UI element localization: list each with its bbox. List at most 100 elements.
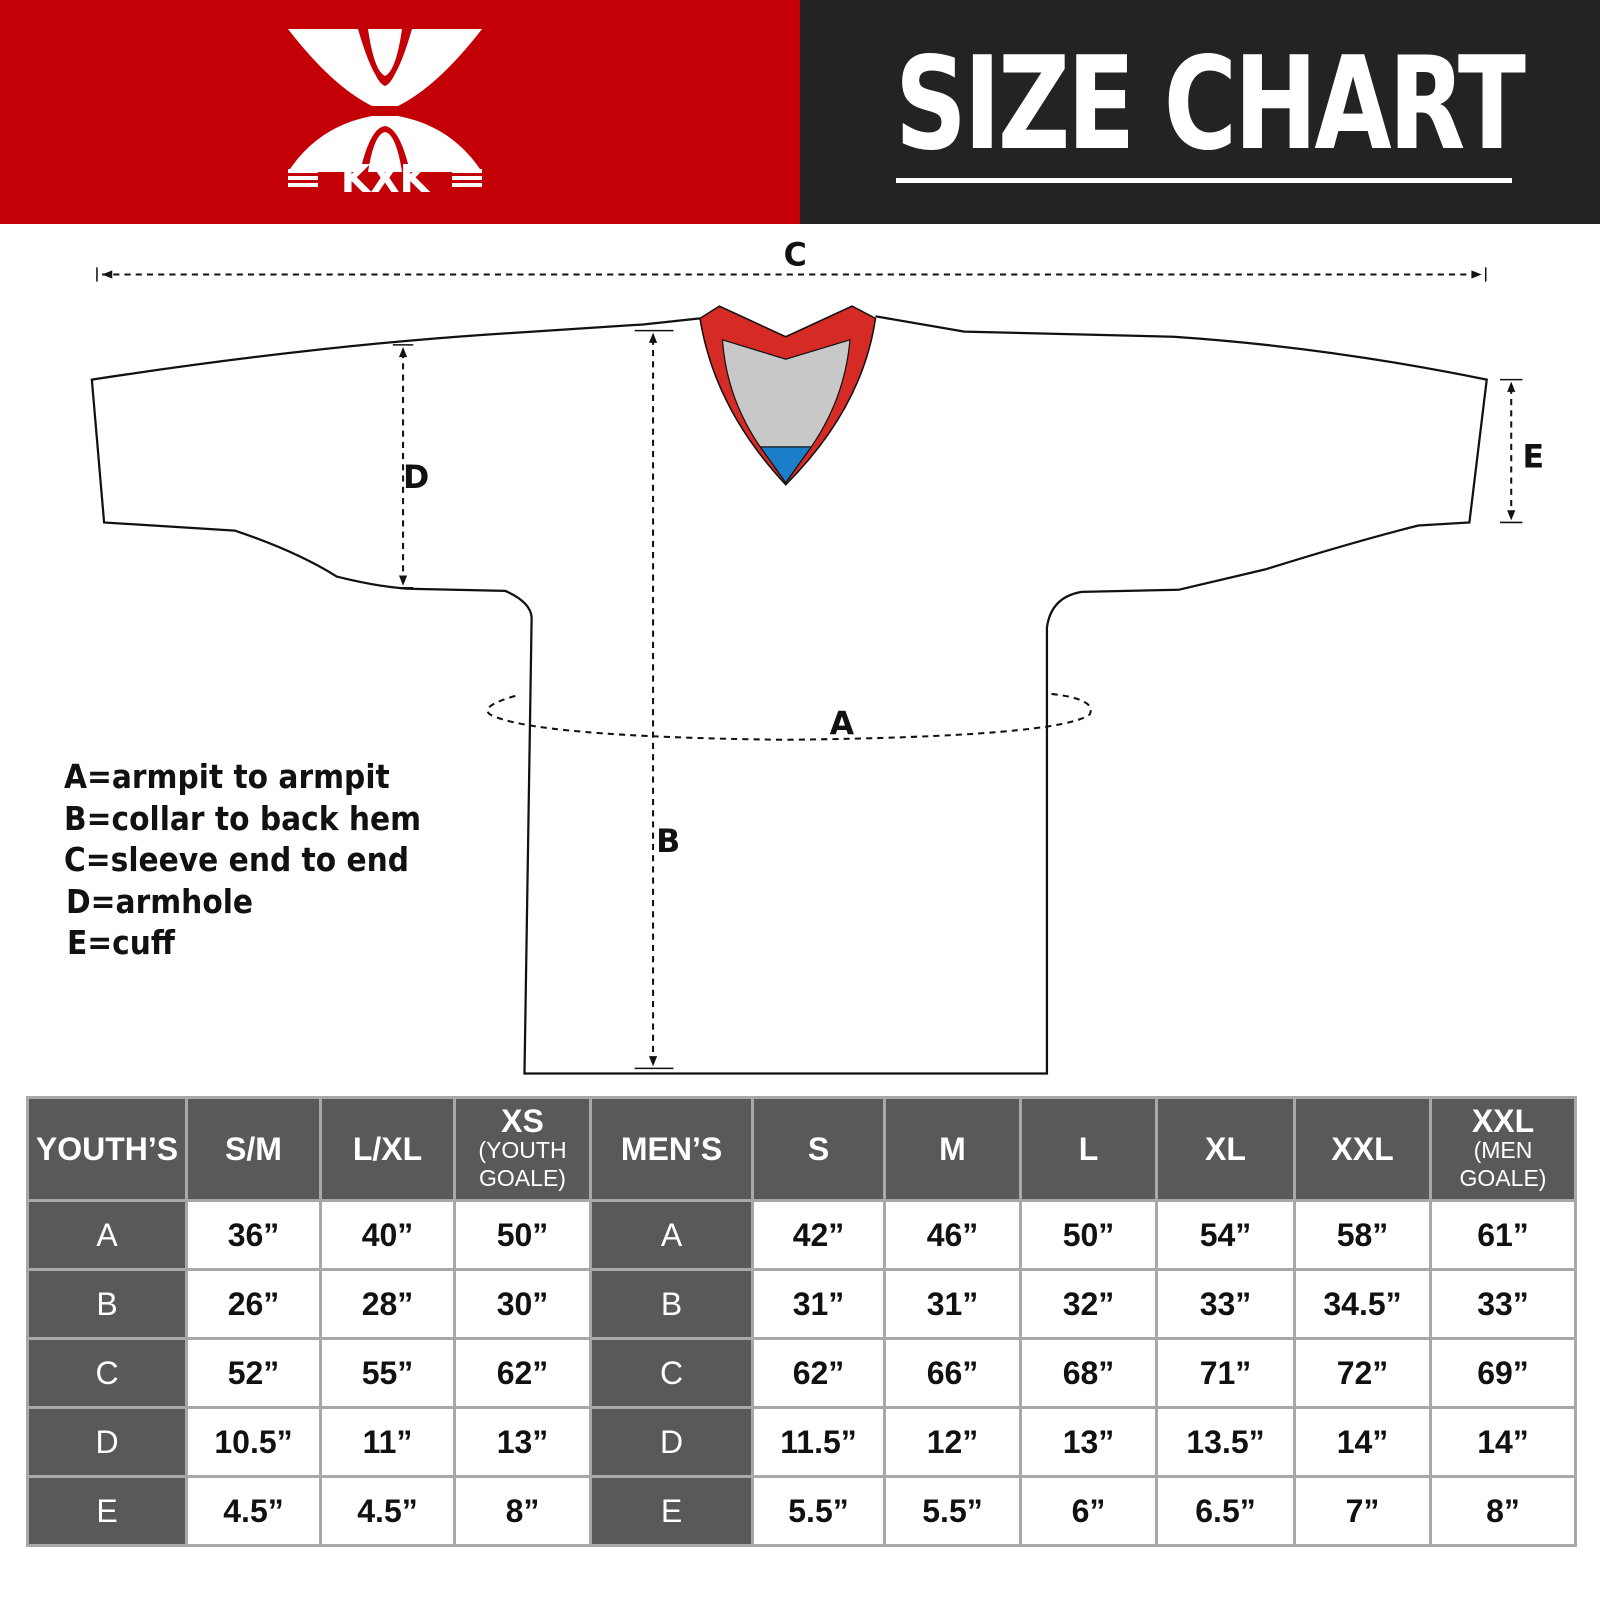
table-cell: 36” [185,1199,322,1271]
column-header-main: L [1078,1131,1099,1167]
table-cell: 31” [751,1268,886,1340]
row-label: E [589,1475,754,1547]
legend-item: D=armhole [66,881,254,921]
column-header: XXL [1293,1096,1432,1202]
table-cell: 40” [319,1199,456,1271]
table-cell: 62” [751,1337,886,1409]
table-cell: 6” [1019,1475,1158,1547]
column-header-main: S/M [225,1131,282,1167]
table-header-row: YOUTH’S S/M L/XL XS (YOUTH GOALE) MEN’S S M L XL X… [26,1096,1577,1202]
table-cell: 72” [1293,1337,1432,1409]
label-a: A [830,707,855,743]
column-header-main: M [939,1131,966,1167]
table-cell: 5.5” [751,1475,886,1547]
column-header: L/XL [319,1096,456,1202]
column-header-main: XXL [1471,1103,1535,1139]
row-label: C [589,1337,754,1409]
table-cell: 68” [1019,1337,1158,1409]
label-c: C [784,237,807,273]
table-cell: 66” [883,1337,1022,1409]
table-cell: 4.5” [185,1475,322,1547]
label-b: B [656,824,680,860]
table-cell: 13” [453,1406,592,1478]
column-header-main: MEN’S [620,1131,723,1167]
table-cell: 69” [1429,1337,1577,1409]
table-cell: 50” [1019,1199,1158,1271]
row-label: C [26,1337,188,1409]
table-cell: 13.5” [1155,1406,1296,1478]
table-cell: 31” [883,1268,1022,1340]
table-cell: 33” [1429,1268,1577,1340]
table-cell: 11.5” [751,1406,886,1478]
column-header: M [883,1096,1022,1202]
table-cell: 13” [1019,1406,1158,1478]
column-header: S/M [185,1096,322,1202]
row-label: B [589,1268,754,1340]
table-cell: 62” [453,1337,592,1409]
column-header-main: L/XL [352,1131,423,1167]
table-row: A 36” 40” 50” A 42” 46” 50” 54” 58” 61” [26,1199,1577,1271]
table-cell: 55” [319,1337,456,1409]
label-d: D [403,460,429,496]
column-header-sub: (YOUTH GOALE) [478,1137,567,1191]
jersey-outline [90,315,1488,1075]
row-label: A [589,1199,754,1271]
row-label: D [589,1406,754,1478]
row-label: B [26,1268,188,1340]
table-cell: 5.5” [883,1475,1022,1547]
table-cell: 33” [1155,1268,1296,1340]
table-cell: 8” [453,1475,592,1547]
table-cell: 71” [1155,1337,1296,1409]
table-cell: 34.5” [1293,1268,1432,1340]
table-cell: 30” [453,1268,592,1340]
table-cell: 6.5” [1155,1475,1296,1547]
table-row: D 10.5” 11” 13” D 11.5” 12” 13” 13.5” 14” 14” [26,1406,1577,1478]
size-table: YOUTH’S S/M L/XL XS (YOUTH GOALE) MEN’S S M L XL X… [26,1096,1577,1547]
table-cell: 42” [751,1199,886,1271]
table-row: C 52” 55” 62” C 62” 66” 68” 71” 72” 69” [26,1337,1577,1409]
table-row: B 26” 28” 30” B 31” 31” 32” 33” 34.5” 33” [26,1268,1577,1340]
table-cell: 28” [319,1268,456,1340]
column-header: YOUTH’S [26,1096,188,1202]
row-label: E [26,1475,188,1547]
table-cell: 32” [1019,1268,1158,1340]
table-cell: 61” [1429,1199,1577,1271]
table-cell: 4.5” [319,1475,456,1547]
table-cell: 58” [1293,1199,1432,1271]
table-cell: 7” [1293,1475,1432,1547]
kxk-logo: KXK [288,29,482,196]
measurement-legend: A=armpit to armpit B=collar to back hem … [64,756,461,964]
title-banner [800,0,1600,224]
table-cell: 46” [883,1199,1022,1271]
collar [699,305,877,486]
row-label: A [26,1199,188,1271]
table-cell: 8” [1429,1475,1577,1547]
brand-text: KXK [341,157,431,196]
legend-item: B=collar to back hem [64,798,422,838]
column-header-main: XS [501,1103,544,1139]
column-header-sub: (MEN GOALE) [1459,1137,1547,1191]
table-cell: 52” [185,1337,322,1409]
label-e: E [1522,439,1544,475]
legend-item: A=armpit to armpit [64,757,390,796]
brand-banner: KXK [0,0,800,224]
column-header-main: XXL [1331,1131,1394,1167]
row-label: D [26,1406,188,1478]
table-cell: 14” [1429,1406,1577,1478]
column-header: XL [1155,1096,1296,1202]
column-header-main: YOUTH’S [35,1131,179,1167]
column-header: S [751,1096,886,1202]
column-header-main: S [807,1131,830,1167]
legend-item: E=cuff [67,923,175,962]
table-cell: 11” [319,1406,456,1478]
table-cell: 10.5” [185,1406,322,1478]
column-header-main: XL [1205,1131,1246,1167]
table-cell: 26” [185,1268,322,1340]
column-header: XXL (MEN GOALE) [1429,1096,1577,1202]
table-row: E 4.5” 4.5” 8” E 5.5” 5.5” 6” 6.5” 7” 8” [26,1475,1577,1547]
legend-item: C=sleeve end to end [64,840,410,879]
column-header: MEN’S [589,1096,754,1202]
table-cell: 50” [453,1199,592,1271]
